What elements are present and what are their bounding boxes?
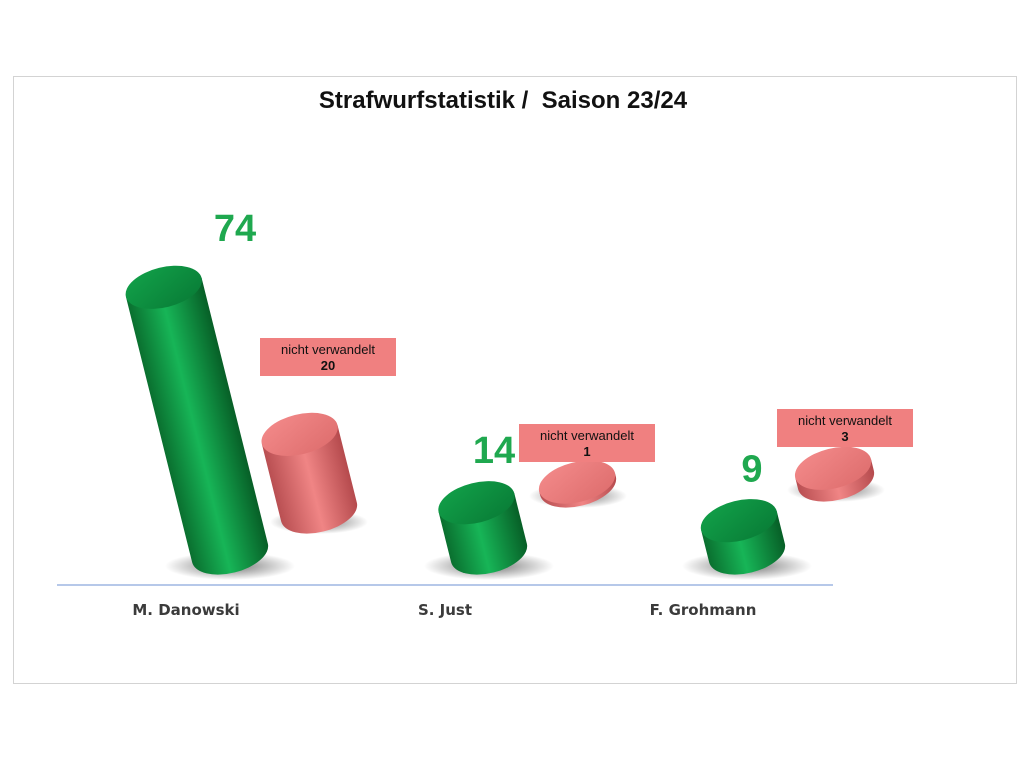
- missed-bar-1: [538, 460, 617, 508]
- missed-value-label-1: 1: [583, 444, 590, 459]
- missed-label-text-1: nicht verwandelt: [540, 428, 634, 443]
- scored-bar-1-top: [438, 481, 515, 525]
- x-tick-label-1: S. Just: [418, 601, 472, 619]
- missed-label-text-2: nicht verwandelt: [798, 413, 892, 428]
- missed-value-label-0: 20: [321, 358, 335, 373]
- missed-bar-2: [794, 446, 875, 502]
- scored-value-label-1: 14: [473, 430, 515, 472]
- missed-label-text-0: nicht verwandelt: [281, 342, 375, 357]
- scored-bar-2-top: [700, 499, 778, 543]
- missed-bar-0: [261, 412, 358, 534]
- scored-bar-2: [700, 499, 786, 575]
- chart-title: Strafwurfstatistik / Saison 23/24: [318, 87, 688, 114]
- missed-bar-2-top: [794, 446, 872, 490]
- missed-label-box-0: [260, 338, 396, 376]
- missed-value-label-2: 3: [841, 429, 848, 444]
- scored-value-label-2: 9: [741, 449, 762, 491]
- missed-bar-0-top: [261, 412, 338, 456]
- scored-bar-0-top: [125, 265, 202, 309]
- missed-label-box-1: [519, 424, 655, 462]
- x-tick-label-0: M. Danowski: [132, 601, 239, 619]
- missed-bar-1-top: [538, 460, 616, 504]
- scored-bar-0-body: [125, 277, 269, 575]
- scored-value-label-0: 74: [214, 208, 256, 250]
- scored-bar-1: [438, 481, 528, 575]
- x-tick-label-2: F. Grohmann: [650, 601, 757, 619]
- missed-label-box-2: [777, 409, 913, 447]
- scored-bar-0: [125, 265, 269, 575]
